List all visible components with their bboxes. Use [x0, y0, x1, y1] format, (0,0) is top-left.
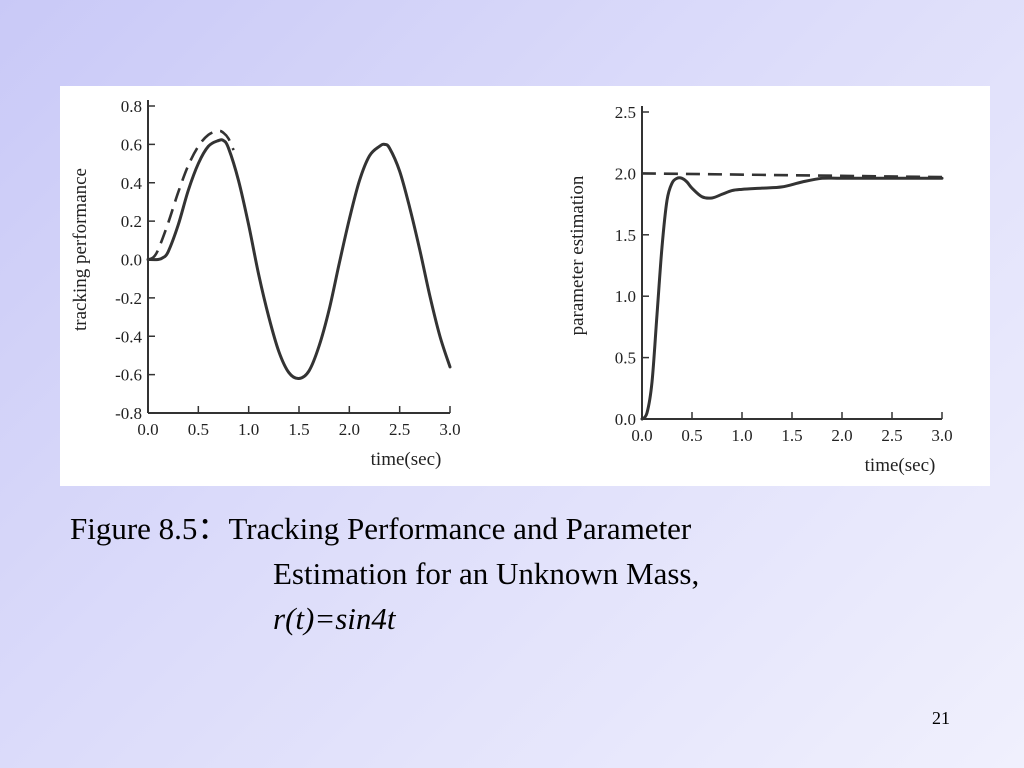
x-tick-label: 1.5: [781, 426, 802, 445]
series-line-dashed: [147, 129, 235, 261]
figure-caption: Figure 8.5：Tracking Performance and Para…: [70, 506, 970, 641]
y-axis-label: tracking performance: [70, 168, 91, 331]
caption-prefix: Figure 8.5：: [70, 511, 229, 546]
figure-panel: 0.0 0.5 1.0 1.5 2.0 2.5 3.0 0.8 0.6 0.4 0.2 0.0 -0.2…: [60, 86, 990, 486]
y-tick-label: -0.4: [115, 327, 142, 346]
y-tick-label: 0.2: [121, 212, 142, 231]
x-tick-label: 1.0: [238, 420, 259, 439]
series-line-solid: [640, 176, 944, 421]
x-tick-label: 0.0: [137, 420, 158, 439]
y-tick-label: 0.8: [121, 97, 142, 116]
y-tick-label: 0.5: [615, 349, 636, 368]
caption-line-1: Figure 8.5：Tracking Performance and Para…: [70, 506, 970, 551]
y-tick-label: 0.4: [121, 174, 143, 193]
chart-parameter-estimation: 0.0 0.5 1.0 1.5 2.0 2.5 3.0 2.5 2.0 1.5 1.0 0.5 0.0 t…: [567, 103, 953, 476]
x-tick-label: 0.0: [631, 426, 652, 445]
y-tick-label: 0.0: [121, 251, 142, 270]
caption-line-3: r(t)=sin4t: [273, 601, 396, 636]
y-tick-label: 0.0: [615, 410, 636, 429]
x-tick-label: 3.0: [931, 426, 952, 445]
caption-title-line-1: Tracking Performance and Parameter: [228, 511, 692, 546]
x-tick-label: 3.0: [439, 420, 460, 439]
y-tick-label: 2.5: [615, 103, 636, 122]
x-tick-label: 1.0: [731, 426, 752, 445]
x-tick-label: 0.5: [188, 420, 209, 439]
series-line-dashed: [641, 172, 943, 179]
x-tick-label: 2.0: [831, 426, 852, 445]
caption-line-2: Estimation for an Unknown Mass,: [273, 556, 700, 591]
y-tick-label: 0.6: [121, 135, 142, 154]
y-tick-label: -0.2: [115, 289, 142, 308]
y-axis-label: parameter estimation: [567, 175, 588, 335]
x-tick-label: 2.5: [389, 420, 410, 439]
x-tick-label: 0.5: [681, 426, 702, 445]
x-tick-label: 1.5: [288, 420, 309, 439]
y-tick-label: 2.0: [615, 164, 636, 183]
page-number: 21: [932, 708, 950, 728]
x-axis-label: time(sec): [865, 455, 936, 476]
x-tick-label: 2.0: [339, 420, 360, 439]
y-tick-label: 1.0: [615, 287, 636, 306]
x-axis-label: time(sec): [371, 449, 442, 470]
x-tick-label: 2.5: [881, 426, 902, 445]
y-tick-label: 1.5: [615, 226, 636, 245]
series-line-solid: [146, 138, 452, 380]
chart-tracking-performance: 0.0 0.5 1.0 1.5 2.0 2.5 3.0 0.8 0.6 0.4 0.2 0.0 -0.2…: [70, 97, 461, 470]
y-tick-label: -0.8: [115, 404, 142, 423]
y-tick-label: -0.6: [115, 366, 142, 385]
